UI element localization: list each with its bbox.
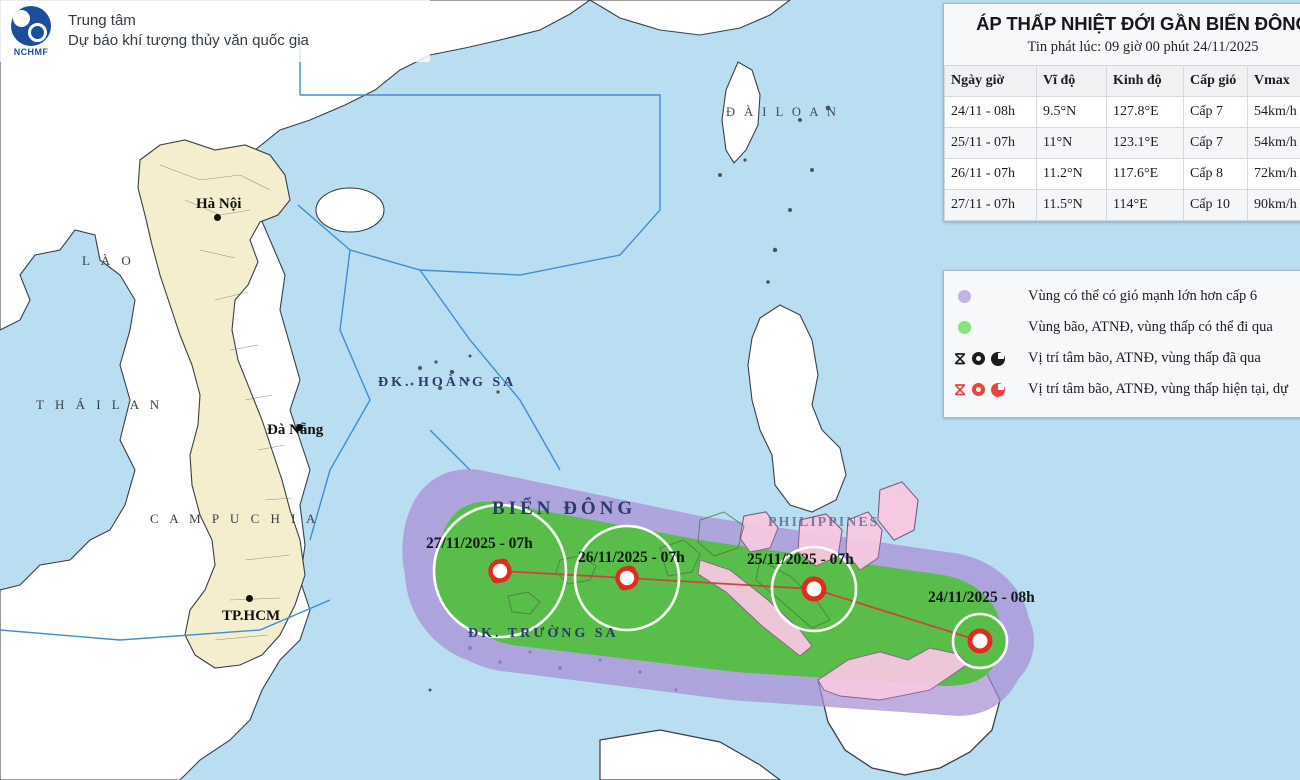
cell-latitude: 11.5°N — [1036, 189, 1107, 221]
legend-item-wind-zone: Vùng có thể có gió mạnh lớn hơn cấp 6 — [944, 281, 1300, 312]
storm-center-marker — [801, 576, 827, 602]
brand-line-1: Trung tâm — [68, 11, 136, 29]
col-header-longitude: Kinh độ — [1106, 65, 1184, 97]
landmass-luzon — [747, 304, 847, 513]
forecast-issued-time: Tin phát lúc: 09 giờ 00 phút 24/11/2025 — [1027, 39, 1259, 55]
legend-item-past-positions: ⧖ Vị trí tâm bão, ATNĐ, vùng thấp đã qua — [944, 343, 1300, 374]
cell-latitude: 11.2°N — [1036, 158, 1107, 190]
storm-center-markers — [488, 558, 993, 654]
cell-datetime: 27/11 - 07h — [944, 189, 1037, 221]
nchmf-logo-text: NCHMF — [13, 46, 49, 57]
landmass-borneo-north — [599, 729, 781, 780]
col-header-vmax: Vmax — [1247, 65, 1300, 97]
cell-datetime: 26/11 - 07h — [944, 158, 1037, 190]
cell-longitude: 114°E — [1106, 189, 1184, 221]
cell-latitude: 9.5°N — [1036, 96, 1107, 128]
purple-swatch-icon — [958, 290, 971, 303]
cell-datetime: 24/11 - 08h — [944, 96, 1037, 128]
cell-vmax: 72km/h — [1247, 158, 1300, 190]
cell-windlevel: Cấp 8 — [1183, 158, 1248, 190]
cell-longitude: 127.8°E — [1106, 96, 1184, 128]
cell-windlevel: Cấp 7 — [1183, 127, 1248, 159]
filled-circle-icon — [990, 382, 1005, 397]
probability-circles — [432, 503, 1009, 670]
forecast-title: ÁP THẤP NHIỆT ĐỚI GẦN BIỂN ĐÔNG — [976, 13, 1300, 34]
cell-datetime: 25/11 - 07h — [944, 127, 1037, 159]
legend-key-green — [954, 321, 1028, 334]
nchmf-logo: NCHMF — [6, 5, 56, 57]
table-row: 25/11 - 07h 11°N 123.1°E Cấp 7 54km/h 1 — [944, 127, 1300, 159]
landmass-taiwan — [721, 61, 761, 164]
green-swatch-icon — [958, 321, 971, 334]
brand-line-2: Dự báo khí tượng thủy văn quốc gia — [68, 32, 309, 49]
cell-longitude: 123.1°E — [1106, 127, 1184, 159]
ring-circle-icon — [971, 352, 985, 365]
legend-label-past-positions: Vị trí tâm bão, ATNĐ, vùng thấp đã qua — [1028, 350, 1261, 366]
legend-item-path-zone: Vùng bão, ATNĐ, vùng thấp có thể đi qua — [944, 312, 1300, 343]
table-row: 27/11 - 07h 11.5°N 114°E Cấp 10 90km/h 9 — [944, 189, 1300, 221]
legend-label-path-zone: Vùng bão, ATNĐ, vùng thấp có thể đi qua — [1028, 319, 1273, 335]
brand-title-block: Trung tâm Dự báo khí tượng thủy văn quốc… — [68, 11, 309, 52]
storm-track-line — [499, 570, 981, 642]
legend-label-current-positions: Vị trí tâm bão, ATNĐ, vùng thấp hiện tại… — [1028, 381, 1288, 397]
maritime-boundary-lines — [0, 40, 661, 641]
forecast-table: Ngày giờ Vĩ độ Kinh độ Cấp gió Vmax P 24… — [944, 65, 1300, 221]
cell-windlevel: Cấp 10 — [1183, 189, 1248, 221]
storm-center-marker — [615, 565, 639, 591]
tphcm-marker-dot — [246, 595, 253, 602]
typhoon-spiral-icon: ⧖ — [954, 349, 966, 368]
landmass-vietnam — [137, 139, 306, 669]
cell-latitude: 11°N — [1036, 127, 1107, 159]
col-header-windlevel: Cấp gió — [1183, 65, 1248, 97]
table-row: 26/11 - 07h 11.2°N 117.6°E Cấp 8 72km/h … — [944, 158, 1300, 190]
cell-vmax: 54km/h — [1247, 96, 1300, 128]
legend-key-purple — [954, 290, 1028, 303]
storm-center-marker — [488, 558, 512, 584]
table-row: 24/11 - 08h 9.5°N 127.8°E Cấp 7 54km/h 1 — [944, 96, 1300, 128]
legend-panel: Vùng có thể có gió mạnh lớn hơn cấp 6 Vù… — [943, 270, 1300, 418]
danang-marker-dot — [296, 424, 303, 431]
cell-vmax: 90km/h — [1247, 189, 1300, 221]
legend-key-past-symbols: ⧖ — [954, 349, 1028, 368]
hanoi-marker-dot — [214, 214, 221, 221]
storm-center-marker-current — [967, 628, 993, 654]
landmass-china-coast — [588, 0, 791, 36]
col-header-datetime: Ngày giờ — [944, 65, 1037, 97]
legend-key-current-symbols: ⧖ — [954, 380, 1028, 399]
legend-item-current-positions: ⧖ Vị trí tâm bão, ATNĐ, vùng thấp hiện t… — [944, 374, 1300, 405]
forecast-table-panel: ÁP THẤP NHIỆT ĐỚI GẦN BIỂN ĐÔNG Tin phát… — [943, 3, 1300, 222]
filled-circle-icon — [990, 351, 1005, 366]
province-borders — [159, 164, 293, 641]
ring-circle-icon — [971, 383, 985, 396]
col-header-latitude: Vĩ độ — [1036, 65, 1107, 97]
table-header-row: Ngày giờ Vĩ độ Kinh độ Cấp gió Vmax P — [944, 65, 1300, 97]
nchmf-logo-icon — [11, 5, 51, 46]
cell-vmax: 54km/h — [1247, 127, 1300, 159]
cell-longitude: 117.6°E — [1106, 158, 1184, 190]
legend-label-wind-zone: Vùng có thể có gió mạnh lớn hơn cấp 6 — [1028, 288, 1258, 304]
landmass-hainan — [315, 187, 385, 233]
brand-header: NCHMF Trung tâm Dự báo khí tượng thủy vă… — [0, 0, 430, 62]
cell-windlevel: Cấp 7 — [1183, 96, 1248, 128]
typhoon-spiral-icon: ⧖ — [954, 380, 966, 399]
